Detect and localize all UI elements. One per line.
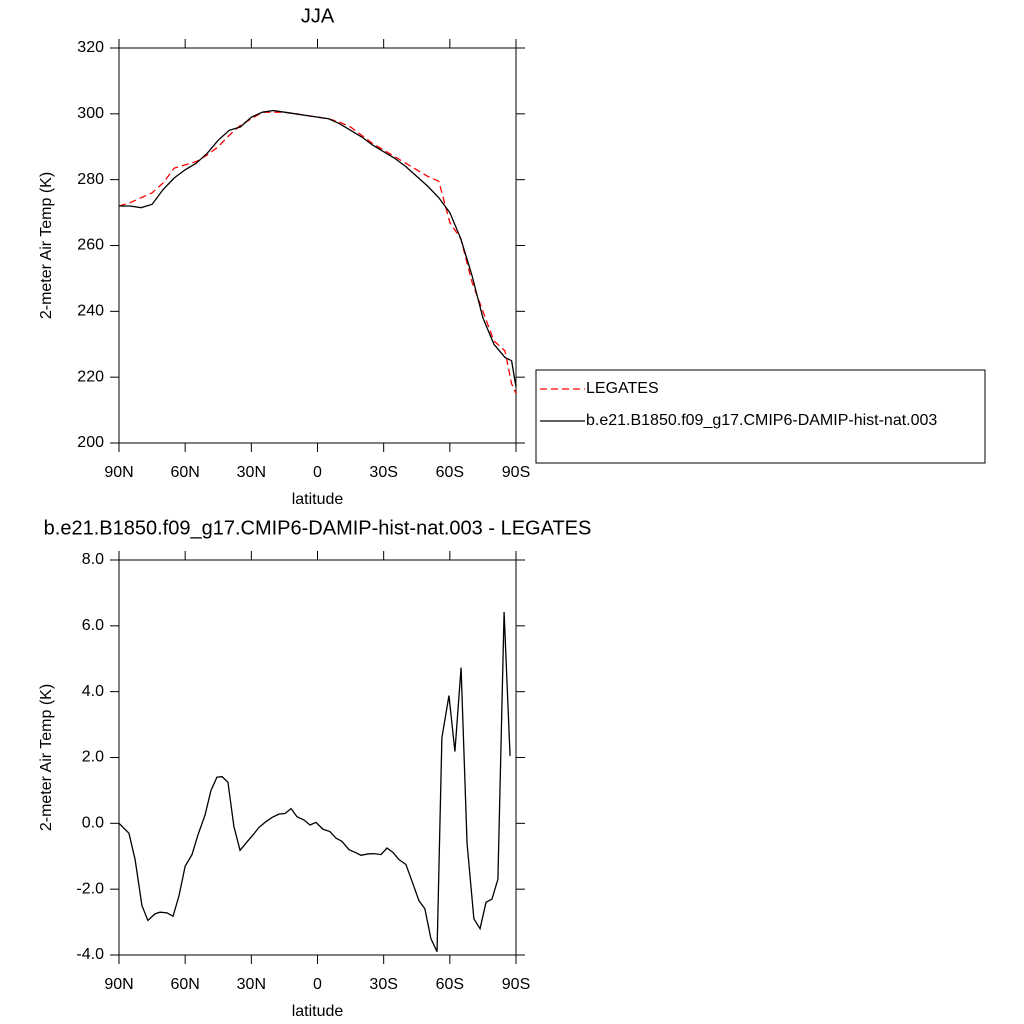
y-tick-label: 2.0 [82,749,104,766]
data-line [118,611,511,952]
legend-label: b.e21.B1850.f09_g17.CMIP6-DAMIP-hist-nat… [586,412,937,429]
x-tick-label: 90S [502,464,530,481]
x-tick-label: 60S [436,976,464,993]
y-tick-label: 4.0 [82,683,104,700]
x-tick-label: 30N [237,976,266,993]
x-tick-label: 60N [170,464,199,481]
y-axis-label: 2-meter Air Temp (K) [38,684,55,831]
x-axis-label: latitude [292,491,344,508]
y-tick-label: 8.0 [82,551,104,568]
x-tick-label: 0 [313,976,322,993]
y-tick-label: -4.0 [76,946,104,963]
x-tick-label: 90S [502,976,530,993]
x-tick-label: 30S [369,976,397,993]
legend-box [535,369,986,464]
legend-label: LEGATES [586,380,659,397]
x-tick-label: 90N [104,976,133,993]
x-tick-label: 60S [436,464,464,481]
y-tick-label: 220 [77,368,104,385]
x-axis-label: latitude [292,1003,344,1020]
x-tick-label: 60N [170,976,199,993]
y-tick-label: -2.0 [76,880,104,897]
chart-title: b.e21.B1850.f09_g17.CMIP6-DAMIP-hist-nat… [44,517,592,539]
x-tick-label: 90N [104,464,133,481]
y-tick-label: 300 [77,105,104,122]
chart-title: JJA [301,5,335,27]
data-line [119,109,517,388]
y-tick-label: 6.0 [82,617,104,634]
y-tick-label: 200 [77,434,104,451]
y-tick-label: 0.0 [82,815,104,832]
x-tick-label: 30S [369,464,397,481]
y-tick-label: 240 [77,303,104,320]
x-tick-label: 0 [313,464,322,481]
plot-frame [118,47,517,444]
y-tick-label: 320 [77,39,104,56]
data-line [118,111,517,394]
x-tick-label: 30N [237,464,266,481]
y-tick-label: 280 [77,171,104,188]
y-axis-label: 2-meter Air Temp (K) [38,172,55,319]
y-tick-label: 260 [77,237,104,254]
